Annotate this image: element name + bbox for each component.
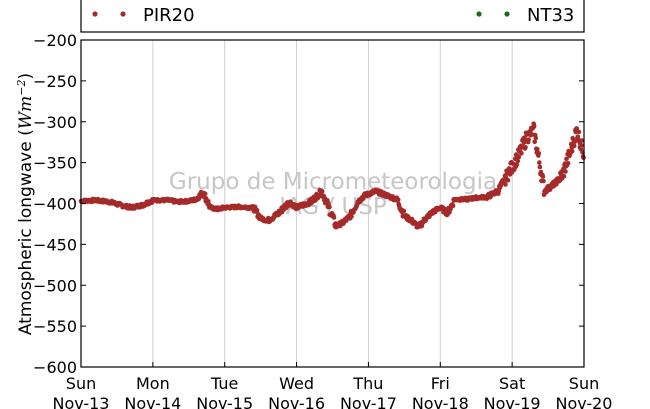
x-tick-weekday-2: Tue [210,374,238,393]
y-axis-title: Atmospheric longwave (Wm−2) [15,73,37,335]
legend-label-pir20: PIR20 [143,5,195,26]
x-tick-weekday-1: Mon [136,374,170,393]
point-pir20-884 [532,139,537,145]
legend: PIR20 NT33 [80,0,585,33]
x-tick-weekday-0: Sun [66,374,96,393]
point-pir20-470 [319,189,325,194]
point-pir20-853 [516,154,522,160]
y-tick-label-8: −600 [33,358,77,377]
point-pir20-889 [535,146,540,152]
x-tick-date-2: Nov-15 [196,394,253,409]
y-tick-label-0: −200 [33,31,77,50]
legend-box [80,0,585,33]
data-points [78,121,586,230]
point-pir20-858 [519,151,524,156]
point-pir20-618 [395,197,401,202]
point-pir20-957 [569,148,575,154]
legend-marker-pir20-a [92,11,98,17]
point-pir20-900 [540,174,546,179]
point-pir20-962 [572,139,578,145]
point-pir20-970 [576,129,582,135]
point-pir20-832 [505,178,511,183]
point-pir20-941 [561,174,567,179]
point-pir20-866 [523,145,528,150]
legend-marker-pir20-b [120,11,126,17]
x-tick-date-0: Nov-13 [53,394,110,409]
y-tick-label-7: −550 [33,317,77,336]
point-pir20-725 [450,203,456,208]
point-pir20-242 [202,191,208,196]
watermark: Grupo de Micrometeorologia IAG / USP [169,169,497,220]
point-pir20-886 [533,135,539,141]
point-pir20-720 [448,206,453,212]
point-pir20-975 [579,143,584,148]
x-tick-weekday-4: Thu [352,374,383,393]
y-tick-label-4: −400 [33,195,77,214]
point-pir20-484 [327,204,332,210]
x-tick-date-6: Nov-19 [484,394,541,409]
y-tick-label-3: −350 [33,154,77,173]
x-tick-date-4: Nov-17 [340,394,397,409]
x-tick-weekday-7: Sun [569,374,599,393]
point-pir20-629 [401,208,407,214]
point-pir20-901 [541,178,546,184]
y-axis-title-exponent: −2 [15,79,28,95]
point-pir20-849 [514,162,520,168]
legend-marker-nt33-b [504,11,510,17]
y-axis-title-unit: Wm [16,96,36,130]
x-axis: SunNov-13MonNov-14TueNov-15WedNov-16ThuN… [53,362,613,409]
point-pir20-966 [574,126,580,131]
point-pir20-949 [565,161,571,166]
x-tick-date-7: Nov-20 [556,394,613,409]
legend-marker-nt33-a [476,11,482,17]
y-axis-title-text: Atmospheric longwave ( [16,129,36,335]
x-tick-date-1: Nov-14 [124,394,181,409]
point-pir20-527 [349,214,354,219]
y-tick-label-6: −500 [33,276,77,295]
y-axis: −200 −250 −300 −350 −400 −450 −500 −550 −600 [33,31,584,377]
x-tick-weekday-6: Sat [499,374,525,393]
point-pir20-883 [531,123,537,129]
point-pir20-827 [503,182,508,187]
y-axis-title-close: ) [16,73,36,80]
x-tick-date-5: Nov-18 [412,394,469,409]
x-tick-weekday-3: Wed [279,374,314,393]
watermark-line-1: Grupo de Micrometeorologia [169,169,497,195]
point-pir20-343 [254,208,260,213]
y-tick-label-2: −300 [33,113,77,132]
point-pir20-864 [522,135,527,140]
point-pir20-976 [579,138,585,143]
point-pir20-946 [564,156,569,162]
point-pir20-893 [537,160,542,165]
point-pir20-894 [537,164,543,170]
point-pir20-944 [563,169,568,174]
x-tick-weekday-5: Fri [431,374,450,393]
point-pir20-851 [515,158,521,164]
y-tick-label-1: −250 [33,72,77,91]
point-pir20-493 [331,215,337,220]
point-pir20-961 [571,143,577,149]
legend-label-nt33: NT33 [527,5,574,26]
point-pir20-892 [536,151,542,156]
x-tick-date-3: Nov-16 [268,394,325,409]
point-pir20-872 [526,137,531,142]
y-tick-label-5: −450 [33,235,77,254]
